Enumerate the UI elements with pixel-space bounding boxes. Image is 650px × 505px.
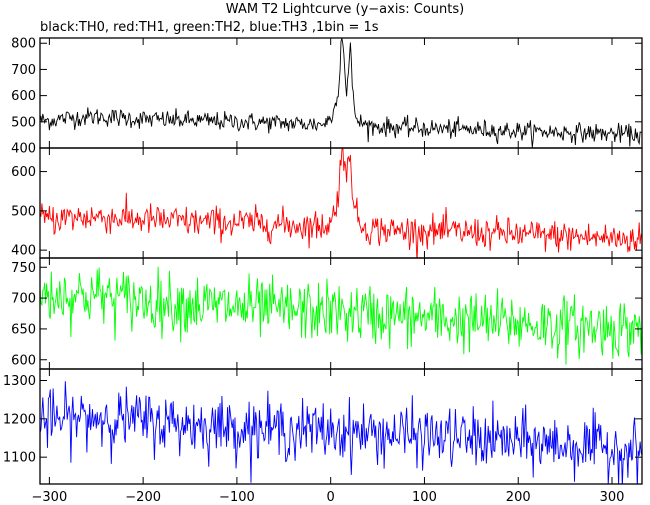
x-tick-label: 0	[327, 490, 335, 505]
chart-subtitle: black:TH0, red:TH1, green:TH2, blue:TH3 …	[40, 20, 379, 35]
y-tick-label: 500	[11, 115, 36, 130]
chart-title: WAM T2 Lightcurve (y−axis: Counts)	[226, 2, 464, 17]
x-tick-label: −100	[219, 490, 255, 505]
y-tick-label: 1300	[3, 374, 36, 389]
x-tick-label: −300	[32, 490, 68, 505]
panel-th3: 1100 1200 1300	[3, 368, 643, 485]
x-tick-label: −200	[125, 490, 161, 505]
y-tick-label: 1100	[3, 451, 36, 466]
series-line-th2	[40, 266, 642, 365]
y-tick-label: 750	[11, 261, 36, 276]
y-tick-label: 400	[11, 142, 36, 157]
y-tick-label: 650	[11, 322, 36, 337]
series-line-th0	[40, 38, 642, 148]
x-tick-label: 300	[600, 490, 625, 505]
panel-th2: 600 650 700 750	[11, 257, 643, 370]
panel-frame	[39, 368, 643, 485]
y-tick-label: 700	[11, 63, 36, 78]
y-tick-label: 800	[11, 37, 36, 52]
x-axis: −300 −200 −100 0 100 200 300	[32, 490, 625, 505]
x-tick-label: 100	[412, 490, 437, 505]
panels-layer: 400 500 600 700 800 400 500 600 600 650 700 750 1100…	[3, 37, 643, 485]
series-line-th1	[40, 148, 642, 258]
y-tick-label: 600	[11, 165, 36, 180]
panel-th0: 400 500 600 700 800	[11, 37, 643, 157]
y-tick-label: 700	[11, 292, 36, 307]
panel-th1: 400 500 600	[11, 147, 643, 259]
y-tick-label: 600	[11, 89, 36, 104]
y-tick-label: 500	[11, 204, 36, 219]
series-line-th3	[40, 381, 642, 484]
y-tick-label: 600	[11, 353, 36, 368]
y-tick-label: 1200	[3, 412, 36, 427]
y-tick-label: 400	[11, 244, 36, 259]
x-tick-label: 200	[506, 490, 531, 505]
